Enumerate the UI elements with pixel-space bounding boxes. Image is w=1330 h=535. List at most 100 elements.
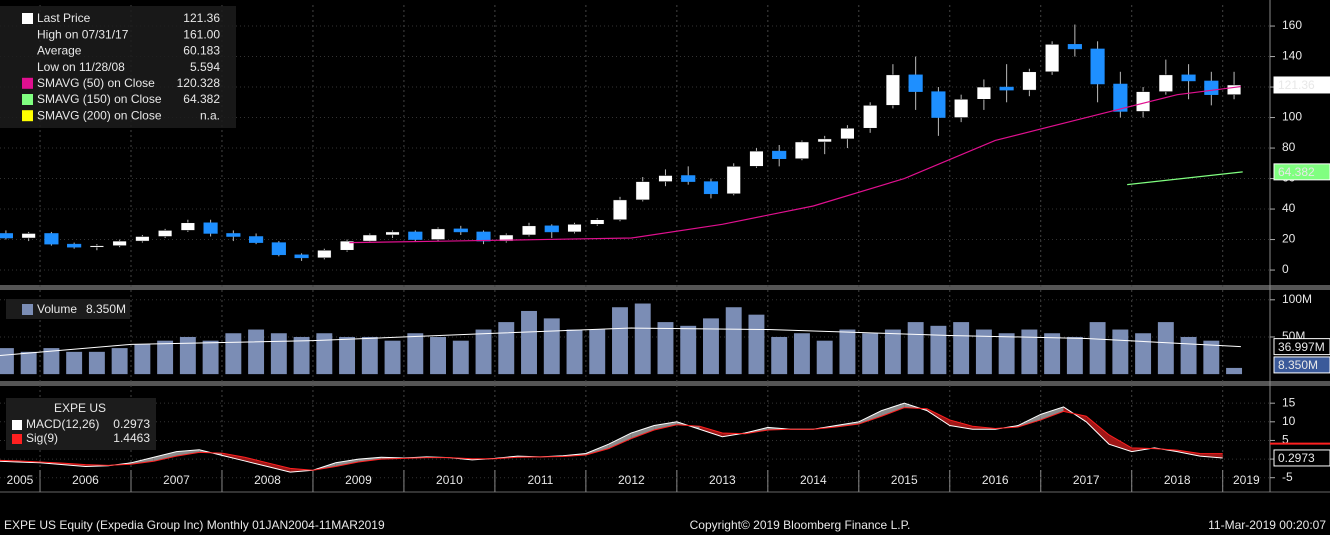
- candle-body: [612, 199, 628, 220]
- volume-bar: [202, 340, 219, 375]
- x-tick-label: 2005: [7, 473, 34, 487]
- volume-bar: [748, 314, 765, 375]
- macd-spread: [221, 453, 245, 461]
- legend-value: 1.4463: [113, 431, 150, 445]
- volume-bar: [270, 333, 287, 375]
- x-tick-label: 2007: [163, 473, 190, 487]
- x-tick-label: 2016: [982, 473, 1009, 487]
- volume-bar: [1044, 333, 1061, 375]
- candle-body: [1045, 44, 1060, 73]
- volume-bar: [1089, 322, 1106, 375]
- volume-bar: [407, 333, 424, 375]
- candle-body: [158, 230, 173, 237]
- volume-bar: [793, 333, 810, 375]
- legend-value: 5.594: [190, 60, 220, 74]
- candle-body: [681, 175, 696, 182]
- x-tick-label: 2014: [800, 473, 827, 487]
- y-tick-label: 40: [1282, 201, 1296, 215]
- candle-body: [544, 225, 559, 233]
- volume-bar: [430, 336, 447, 375]
- candle-body: [21, 233, 36, 239]
- macd-last-label-box: [1273, 449, 1330, 467]
- candle-body: [89, 245, 104, 248]
- volume-bar: [179, 336, 196, 375]
- legend-swatch: [12, 420, 22, 430]
- volume-bar: [862, 333, 879, 375]
- candle-body: [817, 138, 832, 143]
- volume-bar: [498, 322, 515, 375]
- volume-bar: [1226, 367, 1243, 375]
- candle-body: [453, 228, 468, 233]
- candle-body: [476, 231, 491, 242]
- candle-body: [0, 233, 13, 239]
- volume-bar: [1112, 329, 1129, 375]
- macd-spread: [699, 426, 723, 437]
- macd-spread: [608, 432, 632, 449]
- y-tick-label: 20: [1282, 232, 1296, 246]
- macd-line: [0, 402, 1223, 473]
- x-tick-label: 2017: [1073, 473, 1100, 487]
- legend-swatch: [22, 94, 33, 105]
- legend-name: Low on 11/28/08: [37, 60, 125, 74]
- candle-body: [112, 240, 127, 246]
- candle-body: [1113, 83, 1128, 112]
- volume-bar: [361, 336, 378, 375]
- candle-body: [954, 98, 969, 118]
- candle-body: [590, 219, 605, 225]
- candle-body: [294, 254, 309, 259]
- legend-name: SMAVG (50) on Close: [37, 76, 155, 90]
- candle-body: [1181, 74, 1196, 82]
- candle-body: [726, 166, 741, 195]
- volume-bar: [566, 329, 583, 375]
- macd-spread: [881, 403, 905, 417]
- volume-bar: [20, 351, 37, 375]
- legend-name: Average: [37, 44, 82, 58]
- y-tick-label: 0: [1282, 262, 1289, 276]
- volume-bar: [111, 348, 128, 375]
- legend-value: 8.350M: [86, 302, 126, 316]
- legend-name: High on 07/31/17: [37, 27, 129, 41]
- x-tick-label: 2018: [1164, 473, 1191, 487]
- volume-bar: [953, 322, 970, 375]
- volume-bar: [816, 340, 833, 375]
- macd-spread: [631, 425, 655, 439]
- candle-body: [703, 181, 719, 195]
- candle-body: [1067, 44, 1082, 50]
- volume-last-label-box: [1273, 356, 1330, 374]
- legend-swatch: [22, 77, 33, 89]
- candle-body: [635, 181, 650, 201]
- candle-body: [385, 231, 400, 236]
- candle-body: [976, 86, 991, 100]
- candle-body: [908, 74, 923, 92]
- legend-name: SMAVG (200) on Close: [37, 108, 162, 122]
- macd-spread: [654, 421, 677, 431]
- y-tick-label: 140: [1282, 49, 1302, 63]
- volume-bar: [1021, 329, 1038, 375]
- volume-bar: [475, 329, 492, 375]
- candle-body: [931, 91, 946, 118]
- candle-body: [999, 86, 1014, 91]
- volume-bar: [543, 318, 560, 375]
- candle-body: [339, 240, 355, 251]
- candle-body: [499, 234, 514, 242]
- legend-value: 60.183: [183, 44, 220, 58]
- volume-bar: [316, 333, 333, 375]
- legend-swatch: [22, 304, 33, 315]
- volume-bar: [680, 325, 697, 375]
- candle-body: [1226, 84, 1242, 95]
- legend-background: [6, 299, 130, 319]
- x-tick-label: 2019: [1233, 473, 1260, 487]
- volume-bar: [1157, 322, 1174, 375]
- volume-bar: [134, 344, 151, 375]
- macd-line: [0, 407, 1223, 471]
- volume-last-label: 8.350M: [1278, 358, 1318, 372]
- candle-body: [863, 105, 878, 129]
- x-tick-label: 2010: [436, 473, 463, 487]
- candle-body: [1158, 74, 1173, 92]
- volume-bar: [930, 325, 947, 375]
- volume-bar: [1180, 336, 1197, 375]
- moving-average: [1127, 171, 1243, 186]
- legend-name: SMAVG (150) on Close: [37, 92, 162, 106]
- legend-name: Volume: [37, 302, 77, 316]
- legend-swatch: [22, 13, 33, 24]
